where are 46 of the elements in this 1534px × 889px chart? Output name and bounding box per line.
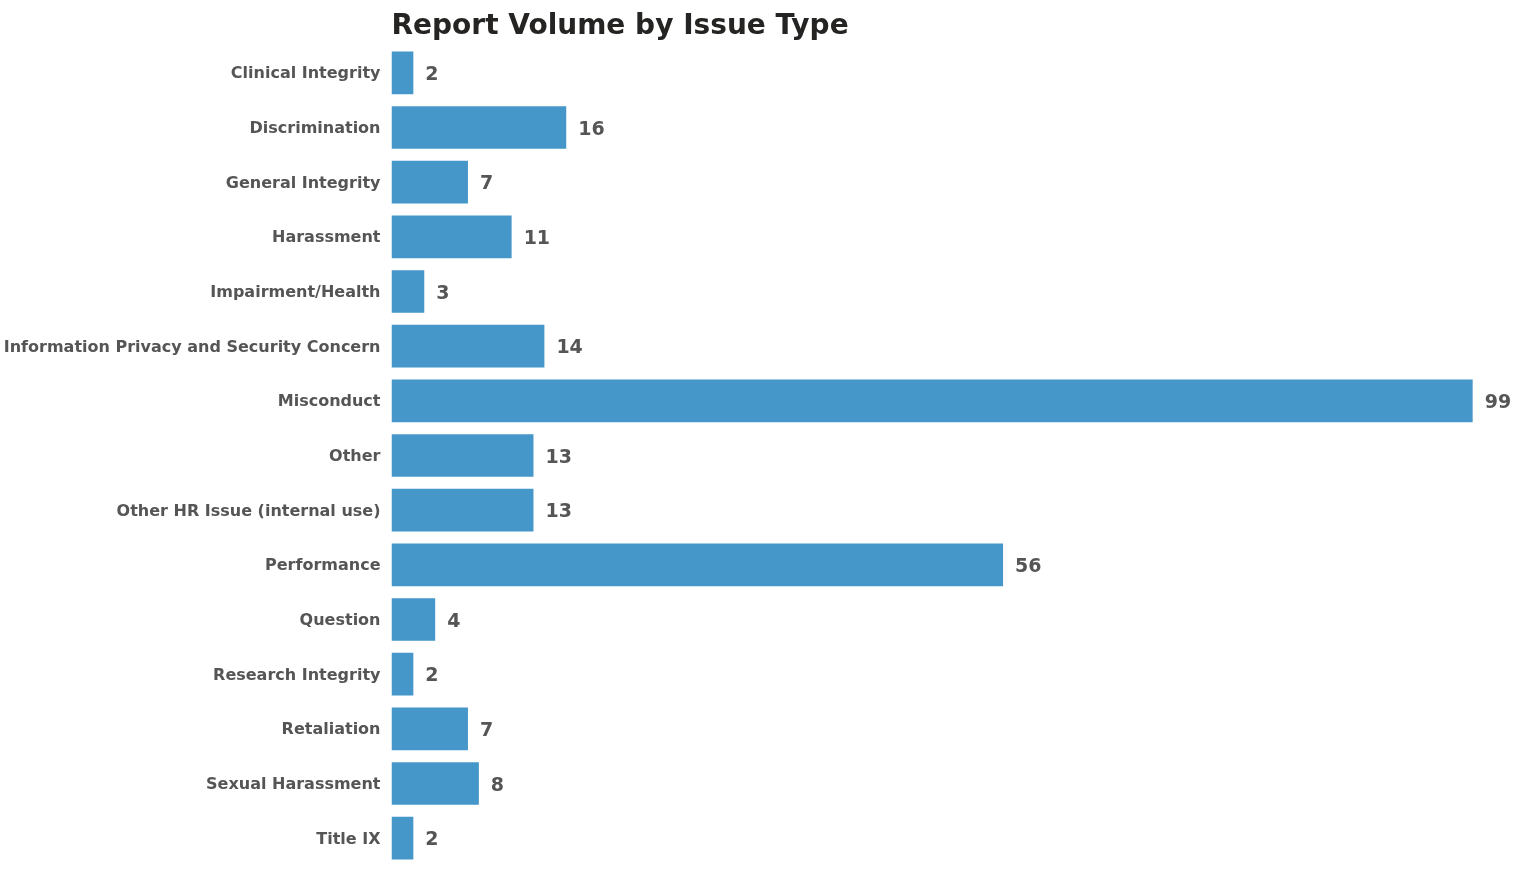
y-tick-label: Clinical Integrity [230,63,382,83]
y-tick-label: Title IX [316,828,382,848]
data-label: 2 [425,663,439,686]
bar [391,652,414,696]
bar [391,816,414,860]
data-label: 56 [1015,553,1042,576]
y-tick-label: Other HR Issue (internal use) [116,500,381,520]
data-label: 2 [425,61,439,84]
y-tick-label: Question [299,610,381,629]
data-label: 11 [523,225,551,248]
data-label: 16 [578,116,605,139]
data-label: 14 [556,335,583,358]
y-tick-label: General Integrity [225,172,382,192]
bar [391,707,468,751]
data-label: 3 [436,280,450,303]
y-tick-label: Harassment [272,227,381,247]
bar [391,379,1473,423]
chart-title: Report Volume by Issue Type [391,7,849,41]
data-label: 2 [425,827,439,850]
bar [391,51,414,95]
data-label: 99 [1484,389,1512,412]
y-tick-label: Performance [264,555,381,575]
y-tick-label: Discrimination [249,118,381,137]
bar [391,215,512,259]
y-tick-label: Retaliation [281,719,381,739]
bar [391,324,545,368]
bar [391,270,425,313]
y-tick-label: Sexual Harassment [206,774,381,793]
bar [391,106,567,149]
y-tick-label: Information Privacy and Security Concern [3,336,381,356]
bar [391,598,436,641]
bar [391,762,479,805]
data-label: 13 [545,499,572,522]
y-tick-label: Research Integrity [213,664,382,684]
data-label: 7 [479,717,494,740]
bar [391,160,468,204]
data-label: 8 [490,772,505,795]
data-label: 4 [447,608,461,631]
data-label: 13 [545,444,572,467]
y-tick-label: Other [329,446,381,465]
bar [391,434,534,477]
bar [391,488,534,532]
y-tick-label: Impairment/Health [210,282,381,301]
y-tick-label: Misconduct [277,391,381,411]
data-label: 7 [479,171,494,194]
bar [391,543,1004,587]
